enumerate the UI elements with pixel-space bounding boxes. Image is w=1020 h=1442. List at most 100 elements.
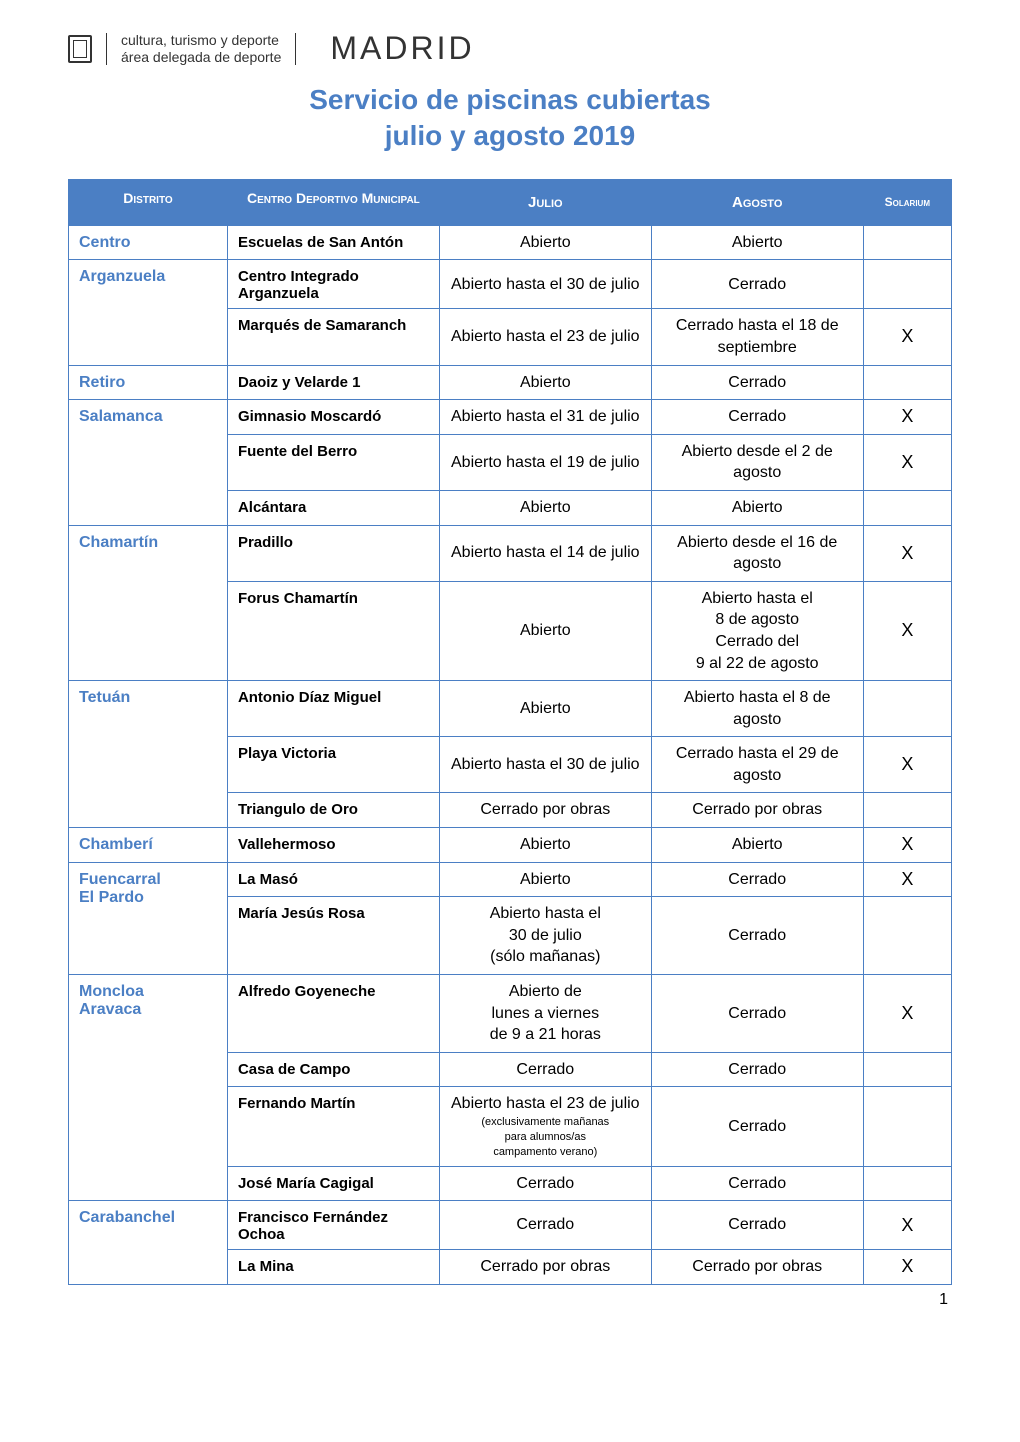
table-row: ChamberíVallehermosoAbiertoAbiertoX [69,828,952,863]
distrito-cell: MoncloaAravaca [69,975,228,1201]
centro-cell: Casa de Campo [227,1052,439,1087]
col-header-agosto: Agosto [651,179,863,225]
solarium-cell [863,1166,951,1201]
julio-cell: Abierto hasta el 23 de julio(exclusivame… [439,1087,651,1166]
table-row: RetiroDaoiz y Velarde 1AbiertoCerrado [69,365,952,400]
julio-cell: Cerrado [439,1201,651,1250]
julio-cell: Abierto hasta el 30 de julio [439,737,651,793]
centro-cell: Gimnasio Moscardó [227,400,439,435]
julio-cell: Abierto hasta el30 de julio(sólo mañanas… [439,897,651,975]
centro-cell: Marqués de Samaranch [227,309,439,365]
col-header-julio: Julio [439,179,651,225]
solarium-cell: X [863,828,951,863]
julio-cell: Abierto [439,581,651,680]
distrito-cell: Salamanca [69,400,228,525]
table-row: ChamartínPradilloAbierto hasta el 14 de … [69,525,952,581]
solarium-cell: X [863,975,951,1053]
julio-cell: Abierto [439,862,651,897]
agosto-cell: Cerrado [651,1087,863,1166]
centro-cell: José María Cagigal [227,1166,439,1201]
table-row: FuencarralEl PardoLa MasóAbiertoCerradoX [69,862,952,897]
julio-cell: Cerrado por obras [439,793,651,828]
header-divider [106,33,107,65]
solarium-cell: X [863,1250,951,1285]
table-body: CentroEscuelas de San AntónAbiertoAbiert… [69,225,952,1284]
agosto-cell: Abierto [651,828,863,863]
solarium-cell: X [863,1201,951,1250]
table-row: SalamancaGimnasio MoscardóAbierto hasta … [69,400,952,435]
table-row: CarabanchelFrancisco Fernández OchoaCerr… [69,1201,952,1250]
solarium-cell [863,897,951,975]
solarium-cell [863,1087,951,1166]
solarium-cell [863,260,951,309]
distrito-cell: Retiro [69,365,228,400]
solarium-cell [863,225,951,260]
agosto-cell: Abierto hasta el8 de agostoCerrado del9 … [651,581,863,680]
department-text: cultura, turismo y deporte área delegada… [121,32,281,66]
header-divider [295,33,296,65]
page-number: 1 [68,1291,952,1309]
julio-cell: Cerrado [439,1052,651,1087]
centro-cell: Playa Victoria [227,737,439,793]
agosto-cell: Cerrado [651,365,863,400]
agosto-cell: Cerrado [651,260,863,309]
agosto-cell: Cerrado [651,897,863,975]
julio-cell: Cerrado por obras [439,1250,651,1285]
table-row: CentroEscuelas de San AntónAbiertoAbiert… [69,225,952,260]
agosto-cell: Cerrado [651,1201,863,1250]
title-line2: julio y agosto 2019 [385,120,636,151]
solarium-cell: X [863,434,951,490]
centro-cell: Francisco Fernández Ochoa [227,1201,439,1250]
col-header-centro: Centro Deportivo Municipal [227,179,439,225]
distrito-cell: Carabanchel [69,1201,228,1285]
madrid-logo: MADRID [330,30,474,67]
agosto-cell: Abierto [651,225,863,260]
col-header-solarium: Solarium [863,179,951,225]
agosto-cell: Cerrado hasta el 18 de septiembre [651,309,863,365]
julio-cell: Abierto [439,225,651,260]
julio-cell: Abierto hasta el 31 de julio [439,400,651,435]
title-line1: Servicio de piscinas cubiertas [309,84,711,115]
table-row: ArganzuelaCentro Integrado ArganzuelaAbi… [69,260,952,309]
agosto-cell: Cerrado [651,975,863,1053]
agosto-cell: Cerrado [651,862,863,897]
centro-cell: Forus Chamartín [227,581,439,680]
distrito-cell: Chamartín [69,525,228,681]
centro-cell: Triangulo de Oro [227,793,439,828]
col-header-distrito: Distrito [69,179,228,225]
page-title: Servicio de piscinas cubiertas julio y a… [68,82,952,155]
julio-cell: Cerrado [439,1166,651,1201]
solarium-cell: X [863,309,951,365]
solarium-cell: X [863,581,951,680]
julio-cell: Abierto [439,365,651,400]
centro-cell: Pradillo [227,525,439,581]
julio-cell: Abierto hasta el 30 de julio [439,260,651,309]
centro-cell: Alfredo Goyeneche [227,975,439,1053]
table-header-row: Distrito Centro Deportivo Municipal Juli… [69,179,952,225]
distrito-cell: Chamberí [69,828,228,863]
julio-cell: Abierto [439,828,651,863]
solarium-cell: X [863,862,951,897]
table-row: MoncloaAravacaAlfredo GoyenecheAbierto d… [69,975,952,1053]
centro-cell: María Jesús Rosa [227,897,439,975]
julio-cell: Abierto [439,681,651,737]
solarium-cell [863,1052,951,1087]
centro-cell: La Masó [227,862,439,897]
centro-cell: Daoiz y Velarde 1 [227,365,439,400]
solarium-cell: X [863,737,951,793]
julio-cell: Abierto [439,490,651,525]
dept-line1: cultura, turismo y deporte [121,32,281,49]
agosto-cell: Abierto [651,490,863,525]
agosto-cell: Cerrado [651,1052,863,1087]
distrito-cell: FuencarralEl Pardo [69,862,228,974]
pools-table: Distrito Centro Deportivo Municipal Juli… [68,179,952,1285]
solarium-cell [863,793,951,828]
solarium-cell: X [863,525,951,581]
crest-icon [68,35,92,63]
julio-cell: Abierto hasta el 14 de julio [439,525,651,581]
centro-cell: Centro Integrado Arganzuela [227,260,439,309]
agosto-cell: Cerrado [651,1166,863,1201]
distrito-cell: Tetuán [69,681,228,828]
julio-note: (exclusivamente mañanaspara alumnos/asca… [450,1115,641,1160]
distrito-cell: Centro [69,225,228,260]
